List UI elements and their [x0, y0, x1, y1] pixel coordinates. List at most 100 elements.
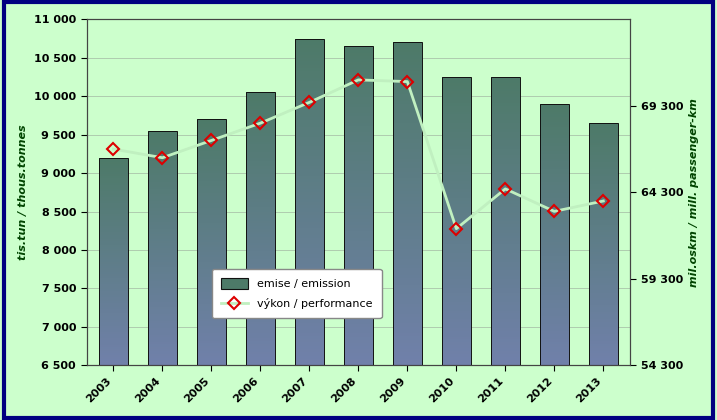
- Bar: [442, 143, 471, 146]
- Bar: [589, 305, 618, 307]
- Bar: [99, 268, 128, 270]
- Bar: [295, 300, 324, 303]
- Bar: [148, 342, 177, 344]
- Bar: [246, 150, 275, 152]
- Bar: [442, 129, 471, 132]
- Bar: [442, 270, 471, 273]
- Bar: [490, 172, 520, 175]
- Bar: [246, 341, 275, 344]
- Bar: [99, 313, 128, 315]
- Bar: [246, 324, 275, 327]
- Bar: [540, 154, 569, 156]
- Bar: [196, 230, 226, 233]
- Bar: [196, 127, 226, 129]
- Bar: [343, 100, 373, 104]
- Bar: [148, 290, 177, 293]
- Bar: [99, 191, 128, 193]
- Bar: [393, 230, 422, 233]
- Bar: [99, 343, 128, 344]
- Bar: [246, 262, 275, 264]
- Bar: [540, 135, 569, 138]
- Bar: [343, 46, 373, 50]
- Bar: [540, 195, 569, 198]
- Bar: [490, 354, 520, 357]
- Bar: [442, 262, 471, 265]
- Bar: [246, 220, 275, 223]
- Bar: [196, 247, 226, 250]
- Bar: [295, 257, 324, 261]
- Bar: [295, 333, 324, 336]
- Bar: [148, 168, 177, 171]
- Bar: [393, 175, 422, 178]
- Bar: [393, 330, 422, 333]
- Bar: [490, 83, 520, 86]
- Bar: [295, 277, 324, 281]
- Bar: [490, 224, 520, 227]
- Bar: [442, 213, 471, 215]
- Bar: [442, 247, 471, 250]
- Bar: [148, 295, 177, 297]
- Bar: [148, 326, 177, 328]
- Bar: [589, 167, 618, 169]
- Bar: [393, 58, 422, 62]
- Bar: [442, 265, 471, 267]
- Bar: [148, 159, 177, 161]
- Bar: [393, 278, 422, 281]
- Bar: [393, 55, 422, 58]
- Bar: [148, 192, 177, 194]
- Bar: [442, 310, 471, 313]
- Bar: [295, 205, 324, 208]
- Bar: [540, 219, 569, 222]
- Bar: [393, 181, 422, 184]
- Bar: [442, 149, 471, 152]
- Bar: [99, 295, 128, 297]
- Bar: [393, 359, 422, 362]
- Bar: [148, 346, 177, 349]
- Bar: [196, 196, 226, 198]
- Bar: [246, 131, 275, 133]
- Bar: [196, 302, 226, 304]
- Bar: [99, 162, 128, 164]
- Bar: [490, 120, 520, 123]
- Bar: [295, 254, 324, 257]
- Bar: [442, 302, 471, 305]
- Bar: [540, 352, 569, 355]
- Bar: [442, 328, 471, 331]
- Bar: [196, 142, 226, 144]
- Bar: [393, 320, 422, 323]
- Bar: [393, 100, 422, 104]
- Bar: [246, 133, 275, 136]
- Bar: [540, 222, 569, 224]
- Bar: [589, 123, 618, 126]
- Bar: [540, 329, 569, 331]
- Bar: [196, 188, 226, 191]
- Bar: [490, 299, 520, 302]
- Bar: [540, 130, 569, 133]
- Bar: [343, 359, 373, 362]
- Bar: [589, 201, 618, 203]
- Bar: [393, 126, 422, 130]
- Bar: [295, 267, 324, 270]
- Bar: [99, 216, 128, 218]
- Bar: [246, 95, 275, 98]
- Bar: [490, 322, 520, 325]
- Bar: [148, 157, 177, 159]
- Bar: [148, 140, 177, 142]
- Bar: [295, 114, 324, 117]
- Bar: [295, 274, 324, 277]
- Bar: [490, 308, 520, 310]
- Bar: [393, 343, 422, 346]
- Bar: [442, 322, 471, 325]
- Bar: [589, 227, 618, 230]
- Bar: [148, 166, 177, 168]
- Bar: [393, 226, 422, 230]
- Bar: [343, 279, 373, 282]
- Bar: [589, 252, 618, 254]
- Bar: [196, 252, 226, 255]
- Bar: [99, 339, 128, 341]
- Bar: [540, 190, 569, 193]
- Bar: [490, 244, 520, 247]
- Bar: [246, 136, 275, 139]
- Bar: [490, 207, 520, 210]
- Bar: [295, 147, 324, 150]
